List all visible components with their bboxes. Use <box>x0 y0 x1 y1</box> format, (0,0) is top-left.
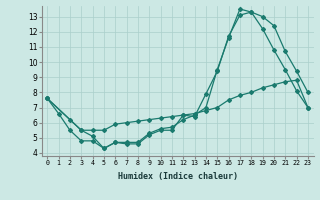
X-axis label: Humidex (Indice chaleur): Humidex (Indice chaleur) <box>118 172 237 181</box>
